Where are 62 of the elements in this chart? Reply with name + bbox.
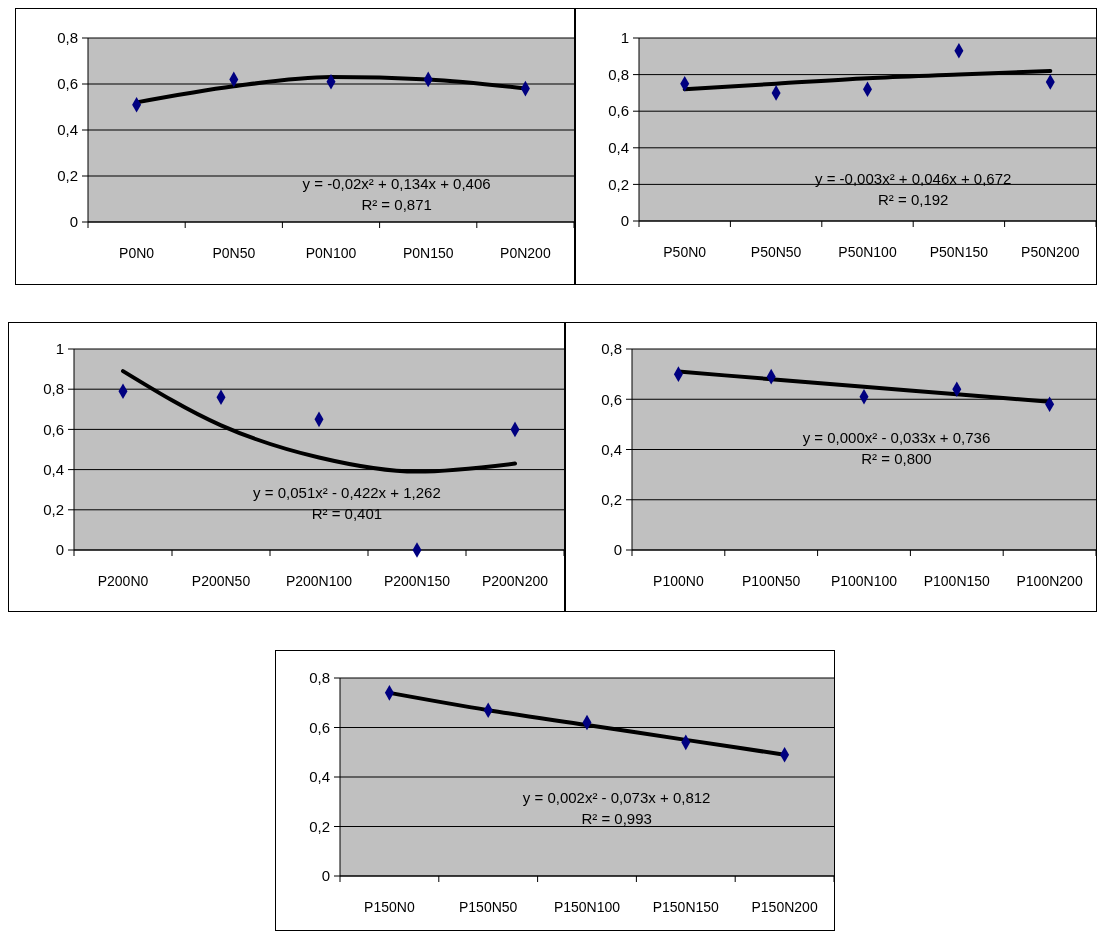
x-tick-label: P100N50 — [742, 573, 801, 589]
y-tick-label: 0 — [321, 867, 330, 885]
x-tick-label: P50N200 — [1021, 244, 1080, 260]
x-tick-label: P100N150 — [923, 573, 991, 589]
x-tick-label: P150N200 — [751, 899, 818, 915]
x-tick-label: P200N0 — [97, 573, 149, 589]
y-tick-label: 0,6 — [601, 390, 622, 408]
y-tick-label: 0,8 — [608, 65, 629, 83]
y-tick-label: 0,2 — [608, 175, 629, 193]
annotation: R² = 0,871 — [361, 195, 432, 213]
annotation: y = 0,000x² - 0,033x + 0,736 — [802, 429, 991, 447]
y-tick-label: 0,4 — [309, 768, 330, 786]
x-tick-label: P150N150 — [652, 899, 720, 915]
annotation: y = -0,02x² + 0,134x + 0,406 — [302, 174, 491, 192]
y-tick-label: 0,4 — [608, 139, 629, 157]
annotation: R² = 0,800 — [861, 450, 932, 468]
x-tick-label: P0N50 — [212, 245, 256, 261]
x-tick-label: P50N100 — [838, 244, 897, 260]
y-tick-label: 0,6 — [57, 75, 78, 93]
x-tick-label: P150N100 — [553, 899, 621, 915]
x-tick-label: P100N0 — [653, 573, 704, 589]
annotation: y = -0,003x² + 0,046x + 0,672 — [815, 170, 1012, 188]
y-tick-label: 0,2 — [309, 817, 330, 835]
y-tick-label: 1 — [55, 340, 64, 358]
y-tick-label: 0,2 — [57, 167, 78, 185]
y-tick-label: 0,6 — [43, 420, 64, 438]
annotation: R² = 0,192 — [877, 191, 949, 209]
y-tick-label: 0 — [69, 213, 78, 231]
x-tick-label: P200N50 — [191, 573, 251, 589]
y-tick-label: 0,8 — [309, 669, 330, 687]
x-tick-label: P100N200 — [1016, 573, 1083, 589]
y-tick-label: 0,8 — [601, 340, 622, 358]
x-tick-label: P50N0 — [663, 244, 707, 260]
y-tick-label: 0,2 — [601, 491, 622, 508]
y-tick-label: 0,6 — [608, 102, 629, 120]
x-tick-label: P100N100 — [830, 573, 898, 589]
y-tick-label: 1 — [620, 29, 629, 47]
x-tick-label: P0N200 — [500, 245, 551, 261]
y-tick-label: 0,6 — [309, 718, 330, 736]
y-tick-label: 0 — [55, 541, 64, 559]
y-tick-label: 0 — [620, 212, 629, 230]
x-tick-label: P150N50 — [459, 899, 518, 915]
x-tick-label: P0N150 — [402, 245, 454, 261]
y-tick-label: 0,4 — [57, 121, 78, 139]
annotation: R² = 0,401 — [311, 504, 383, 522]
y-tick-label: 0,4 — [43, 460, 64, 478]
x-tick-label: P50N50 — [750, 244, 802, 260]
x-tick-label: P200N100 — [285, 573, 353, 589]
annotation: R² = 0,993 — [581, 809, 652, 827]
x-tick-label: P200N200 — [481, 573, 549, 589]
x-tick-label: P200N150 — [383, 573, 451, 589]
x-tick-label: P0N100 — [305, 245, 357, 261]
annotation: y = 0,002x² - 0,073x + 0,812 — [522, 788, 711, 806]
y-tick-label: 0 — [613, 541, 622, 559]
y-tick-label: 0,8 — [57, 29, 78, 47]
y-tick-label: 0,4 — [601, 440, 622, 458]
x-tick-label: P150N0 — [364, 899, 415, 915]
x-tick-label: P50N150 — [929, 244, 989, 260]
annotation: y = 0,051x² - 0,422x + 1,262 — [253, 483, 441, 501]
y-tick-label: 0,8 — [43, 380, 64, 398]
x-tick-label: P0N0 — [119, 245, 155, 261]
y-tick-label: 0,2 — [43, 501, 64, 519]
